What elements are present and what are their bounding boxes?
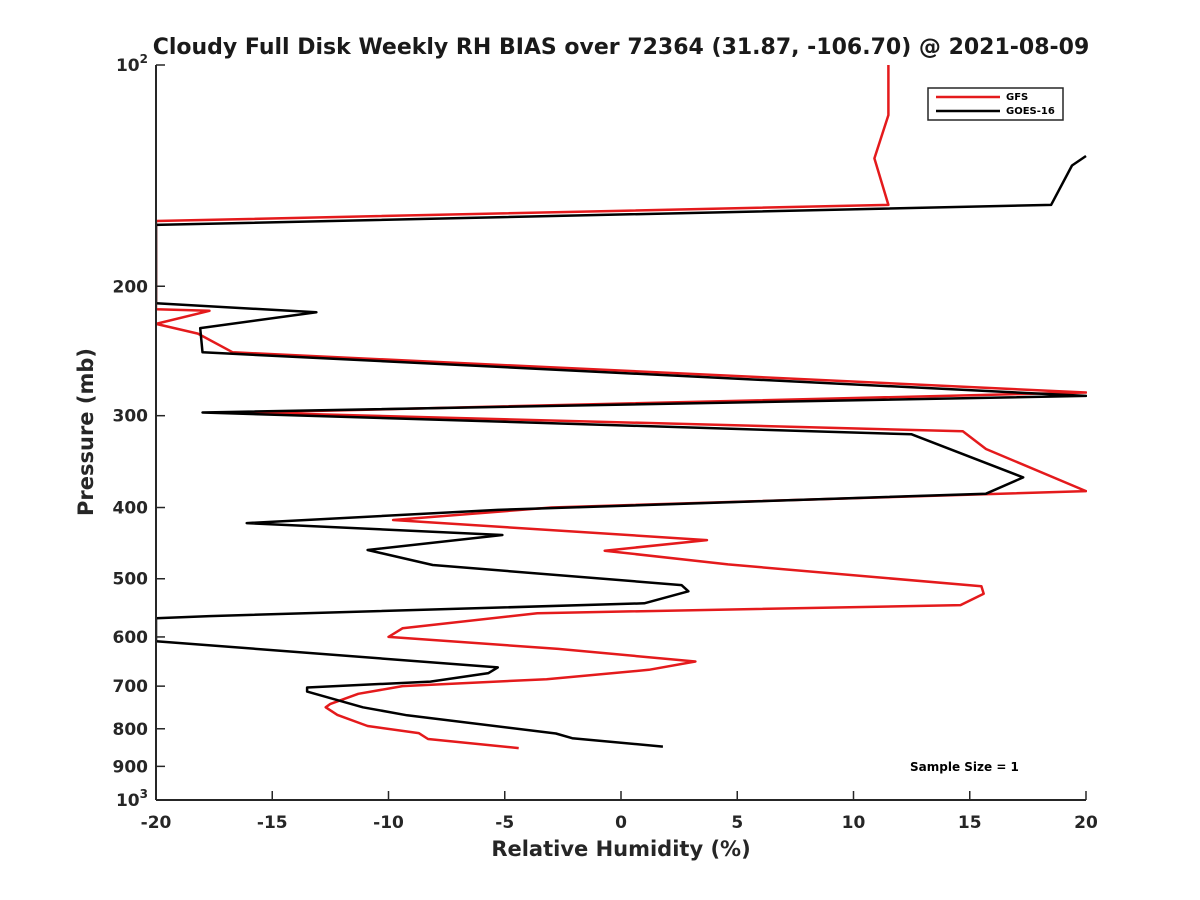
y-ticks: 102 200 300 400 500 600 700 800 900 103 (113, 52, 165, 811)
y-axis-label: Pressure (mb) (74, 348, 98, 516)
x-tick-label: 0 (615, 813, 627, 833)
series-line-goes16 (155, 154, 1087, 748)
x-tick-label: 20 (1074, 813, 1098, 833)
series-line-gfs (155, 65, 1087, 750)
x-tick-label: -15 (257, 813, 288, 833)
x-tick-label: 5 (731, 813, 743, 833)
y-tick-label: 300 (113, 407, 149, 427)
y-tick-label: 103 (116, 787, 148, 811)
series-layer (155, 65, 1087, 750)
y-tick-label: 400 (113, 499, 149, 519)
legend: GFS GOES-16 (927, 87, 1064, 121)
y-tick-label: 600 (113, 628, 149, 648)
y-tick-label: 500 (113, 570, 149, 590)
chart-title: Cloudy Full Disk Weekly RH BIAS over 723… (153, 35, 1090, 60)
x-tick-label: -5 (495, 813, 514, 833)
legend-label-goes16: GOES-16 (1006, 106, 1055, 117)
y-tick-label: 200 (113, 277, 149, 297)
legend-label-gfs: GFS (1006, 92, 1028, 103)
x-tick-label: -20 (141, 813, 172, 833)
x-tick-label: 15 (958, 813, 982, 833)
x-tick-label: -10 (373, 813, 404, 833)
legend-box (927, 87, 1064, 121)
x-tick-label: 10 (842, 813, 866, 833)
y-tick-label: 800 (113, 720, 149, 740)
y-tick-label: 900 (113, 757, 149, 777)
y-tick-label: 102 (116, 52, 148, 76)
y-tick-label: 700 (113, 677, 149, 697)
x-axis-label: Relative Humidity (%) (491, 837, 750, 861)
x-ticks: -20 -15 -10 -5 0 5 10 15 20 (141, 791, 1098, 833)
sample-size-annotation: Sample Size = 1 (910, 760, 1019, 774)
